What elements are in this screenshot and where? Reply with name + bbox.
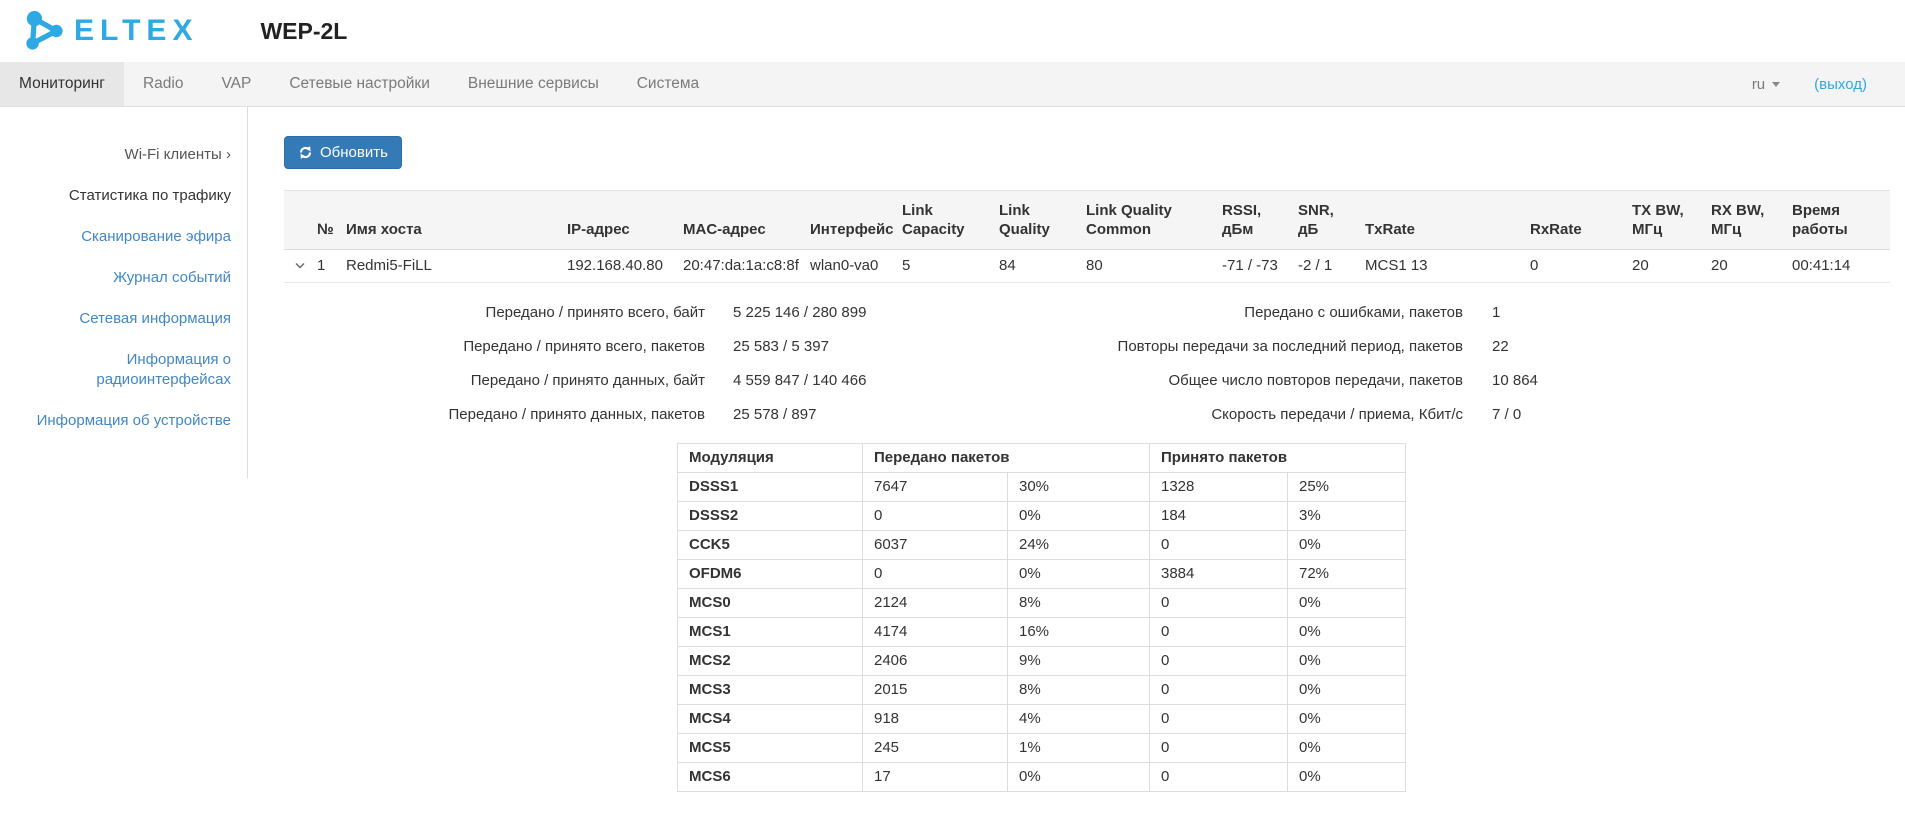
refresh-button[interactable]: Обновить: [284, 136, 402, 169]
tab-external-services[interactable]: Внешние сервисы: [467, 75, 599, 92]
client-interface: wlan0-va0: [800, 249, 892, 283]
clients-header-row: № Имя хоста IP-адрес MAC-адрес Интерфейс…: [284, 190, 1890, 250]
col-mac: MAC-адрес: [673, 190, 800, 250]
client-link-quality-common: 80: [1076, 249, 1212, 283]
client-ip: 192.168.40.80: [557, 249, 673, 283]
client-tx-bw: 20: [1622, 249, 1701, 283]
col-expander: [284, 190, 307, 250]
stat-row: Передано / принято данных, пакетов 25 57…: [448, 406, 817, 423]
col-txrate: TxRate: [1355, 190, 1520, 250]
sidebar-item-traffic-statistics[interactable]: Статистика по трафику: [68, 187, 231, 204]
client-uptime: 00:41:14: [1782, 249, 1890, 283]
main-content: Обновить № Имя хоста IP-адрес MAC-адрес …: [248, 107, 1905, 792]
navbar-spacer: [718, 62, 1752, 106]
client-number: 1: [307, 249, 336, 283]
main-navbar: Мониторинг Radio VAP Сетевые настройки В…: [0, 62, 1905, 107]
mod-col-modulation: Модуляция: [677, 443, 863, 473]
stat-row: Общее число повторов передачи, пакетов 1…: [1168, 372, 1538, 389]
modulation-row: MCS6 17 0% 0 0%: [677, 762, 1406, 792]
stat-row: Передано / принято всего, пакетов 25 583…: [463, 338, 829, 355]
tab-monitoring[interactable]: Мониторинг: [0, 62, 124, 106]
col-ip: IP-адрес: [557, 190, 673, 250]
wifi-clients-table: № Имя хоста IP-адрес MAC-адрес Интерфейс…: [284, 190, 1890, 283]
sidebar-item-wifi-clients[interactable]: Wi-Fi клиенты ›: [124, 146, 231, 163]
eltex-logo: ELTEX: [22, 10, 198, 52]
traffic-stats-left: Передано / принято всего, байт 5 225 146…: [284, 303, 1084, 439]
col-uptime: Время работы: [1782, 190, 1890, 250]
col-number: №: [307, 190, 336, 250]
client-details: Передано / принято всего, байт 5 225 146…: [284, 283, 1890, 792]
modulation-row: OFDM6 0 0% 3884 72%: [677, 559, 1406, 589]
client-rssi: -71 / -73: [1212, 249, 1288, 283]
sidebar-item-radio-interfaces-info[interactable]: Информация о радиоинтерфейсах: [96, 351, 231, 388]
col-link-capacity: Link Capacity: [892, 190, 989, 250]
stat-row: Передано / принято всего, байт 5 225 146…: [485, 304, 867, 321]
client-txrate: MCS1 13: [1355, 249, 1520, 283]
logout-link[interactable]: (выход): [1814, 75, 1867, 93]
chevron-down-icon: [295, 263, 305, 269]
stat-row: Повторы передачи за последний период, па…: [1117, 338, 1509, 355]
mod-col-rx-packets: Принято пакетов: [1149, 443, 1406, 473]
col-rxrate: RxRate: [1520, 190, 1622, 250]
modulation-table: Модуляция Передано пакетов Принято пакет…: [677, 443, 1406, 792]
client-rxrate: 0: [1520, 249, 1622, 283]
col-link-quality: Link Quality: [989, 190, 1076, 250]
col-rx-bw: RX BW, МГц: [1701, 190, 1782, 250]
stat-row: Передано / принято данных, байт 4 559 84…: [470, 372, 867, 389]
stat-row: Передано с ошибками, пакетов 1: [1244, 304, 1501, 321]
sidebar: Wi-Fi клиенты › Статистика по трафику Ск…: [0, 107, 248, 478]
tab-network-settings[interactable]: Сетевые настройки: [289, 75, 430, 92]
modulation-header-row: Модуляция Передано пакетов Принято пакет…: [677, 443, 1406, 473]
col-link-quality-common: Link Quality Common: [1076, 190, 1212, 250]
tab-vap[interactable]: VAP: [221, 75, 252, 92]
refresh-icon: [299, 146, 312, 159]
client-snr: -2 / 1: [1288, 249, 1355, 283]
eltex-logo-icon: [26, 10, 63, 50]
refresh-button-label: Обновить: [320, 144, 388, 161]
modulation-row: MCS5 245 1% 0 0%: [677, 733, 1406, 763]
client-rx-bw: 20: [1701, 249, 1782, 283]
caret-down-icon: [1772, 81, 1781, 87]
language-value: ru: [1751, 75, 1766, 93]
col-interface: Интерфейс: [800, 190, 894, 250]
client-hostname: Redmi5-FiLL: [336, 249, 557, 283]
modulation-row: CCK5 6037 24% 0 0%: [677, 530, 1406, 560]
sidebar-item-event-log[interactable]: Журнал событий: [113, 269, 231, 286]
app-header: ELTEX WEP-2L: [0, 0, 1905, 62]
page-title: WEP-2L: [260, 17, 348, 44]
traffic-stats-right: Передано с ошибками, пакетов 1 Повторы п…: [1084, 303, 1538, 439]
language-selector[interactable]: ru: [1751, 62, 1781, 106]
sidebar-item-device-info[interactable]: Информация об устройстве: [36, 412, 231, 429]
modulation-row: MCS2 2406 9% 0 0%: [677, 646, 1406, 676]
modulation-row: DSSS1 7647 30% 1328 25%: [677, 472, 1406, 502]
client-mac: 20:47:da:1a:c8:8f: [673, 249, 800, 283]
modulation-row: MCS3 2015 8% 0 0%: [677, 675, 1406, 705]
modulation-row: MCS0 2124 8% 0 0%: [677, 588, 1406, 618]
mod-col-tx-packets: Передано пакетов: [862, 443, 1150, 473]
row-expand-toggle[interactable]: [284, 249, 307, 283]
logo-text: ELTEX: [74, 14, 199, 47]
modulation-row: MCS4 918 4% 0 0%: [677, 704, 1406, 734]
modulation-row: MCS1 4174 16% 0 0%: [677, 617, 1406, 647]
stat-row: Скорость передачи / приема, Кбит/с 7 / 0: [1211, 406, 1522, 423]
client-link-quality: 84: [989, 249, 1076, 283]
chevron-right-icon: ›: [226, 146, 231, 163]
col-tx-bw: TX BW, МГц: [1622, 190, 1701, 250]
tab-system[interactable]: Система: [636, 75, 700, 92]
sidebar-item-network-info[interactable]: Сетевая информация: [79, 310, 231, 327]
col-snr: SNR, дБ: [1288, 190, 1355, 250]
col-rssi: RSSI, дБм: [1212, 190, 1288, 250]
tab-radio[interactable]: Radio: [142, 75, 184, 92]
sidebar-item-air-scan[interactable]: Сканирование эфира: [81, 228, 231, 245]
col-hostname: Имя хоста: [336, 190, 557, 250]
client-row: 1 Redmi5-FiLL 192.168.40.80 20:47:da:1a:…: [284, 249, 1890, 283]
client-link-capacity: 5: [892, 249, 989, 283]
modulation-row: DSSS2 0 0% 184 3%: [677, 501, 1406, 531]
